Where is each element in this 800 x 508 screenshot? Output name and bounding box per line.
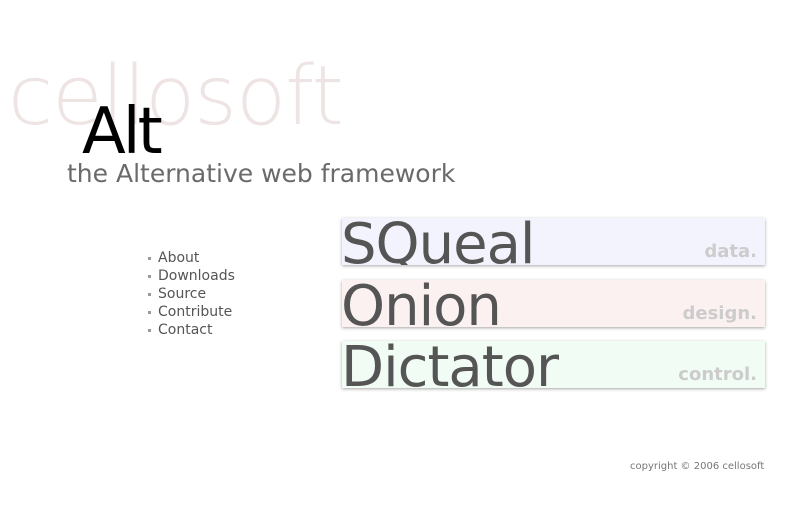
bullet-icon: [148, 328, 151, 332]
nav-item-label: About: [158, 250, 200, 266]
panel-name: Dictator: [342, 341, 559, 388]
nav-item-downloads[interactable]: Downloads: [148, 267, 235, 285]
bullet-icon: [148, 292, 151, 296]
nav-item-label: Contact: [158, 322, 213, 338]
tagline: the Alternative web framework: [67, 159, 456, 188]
squeal-panel[interactable]: SQueal data.: [342, 218, 765, 265]
nav-item-label: Contribute: [158, 304, 233, 320]
panel-tagline: control.: [678, 364, 757, 385]
nav-item-label: Downloads: [158, 268, 235, 284]
dictator-panel[interactable]: Dictator control.: [342, 341, 765, 388]
nav-item-source[interactable]: Source: [148, 285, 235, 303]
bullet-icon: [148, 274, 151, 278]
nav-item-contribute[interactable]: Contribute: [148, 303, 235, 321]
bullet-icon: [148, 310, 151, 314]
copyright-text: copyright © 2006 cellosoft: [630, 461, 765, 472]
main-nav: About Downloads Source Contribute Contac…: [148, 249, 235, 339]
cellosoft-logo-watermark: cellosoft: [8, 49, 344, 144]
nav-item-label: Source: [158, 286, 207, 302]
bullet-icon: [148, 256, 151, 260]
panel-tagline: design.: [682, 303, 757, 324]
panel-name: Onion: [342, 280, 502, 327]
panel-tagline: data.: [704, 241, 757, 262]
nav-item-contact[interactable]: Contact: [148, 321, 235, 339]
site-title: Alt: [82, 95, 163, 169]
onion-panel[interactable]: Onion design.: [342, 280, 765, 327]
nav-item-about[interactable]: About: [148, 249, 235, 267]
panel-name: SQueal: [342, 218, 535, 265]
